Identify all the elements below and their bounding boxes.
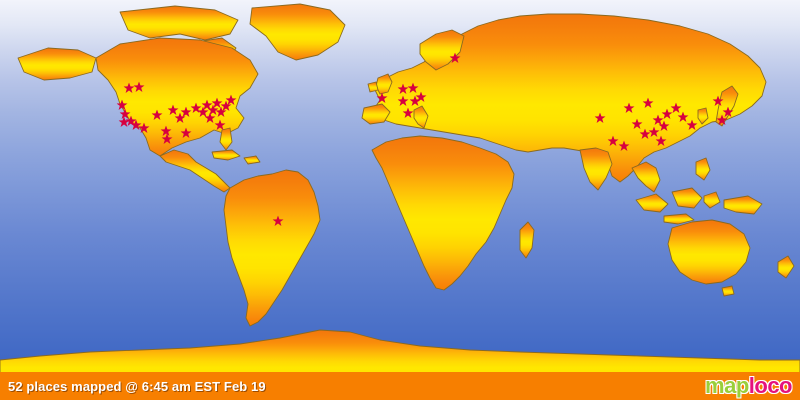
- map-marker-star[interactable]: [160, 125, 172, 136]
- map-marker-star[interactable]: [215, 106, 227, 117]
- map-marker-star[interactable]: [652, 114, 664, 125]
- map-marker-star[interactable]: [211, 97, 223, 108]
- map-marker-star[interactable]: [118, 116, 130, 127]
- landmass-australia: [667, 219, 751, 285]
- landmass-indochina: [631, 161, 661, 193]
- landmass-north-america: [95, 37, 259, 157]
- map-marker-star[interactable]: [138, 122, 150, 133]
- landmass-india: [579, 147, 613, 191]
- landmass-italy: [413, 105, 429, 129]
- landmass-sumatra: [635, 193, 669, 213]
- map-marker-star[interactable]: [607, 135, 619, 146]
- map-marker-star[interactable]: [207, 104, 219, 115]
- map-marker-star[interactable]: [722, 106, 734, 117]
- map-marker-star[interactable]: [670, 102, 682, 113]
- landmass-java: [663, 213, 695, 225]
- map-marker-star[interactable]: [623, 102, 635, 113]
- logo-text-map: map: [705, 373, 749, 398]
- map-marker-star[interactable]: [677, 111, 689, 122]
- logo-text-loco: loco: [748, 373, 793, 398]
- map-marker-star[interactable]: [397, 83, 409, 94]
- map-marker-star[interactable]: [125, 115, 137, 126]
- map-marker-star[interactable]: [180, 106, 192, 117]
- map-marker-star[interactable]: [397, 95, 409, 106]
- map-marker-star[interactable]: [631, 118, 643, 129]
- map-marker-star[interactable]: [220, 100, 232, 111]
- map-marker-star[interactable]: [119, 108, 131, 119]
- map-marker-star[interactable]: [225, 94, 237, 105]
- map-marker-star[interactable]: [123, 82, 135, 93]
- landmass-florida: [219, 127, 233, 151]
- map-marker-star[interactable]: [415, 91, 427, 102]
- map-marker-star[interactable]: [407, 82, 419, 93]
- map-marker-star[interactable]: [639, 128, 651, 139]
- map-marker-star[interactable]: [716, 114, 728, 125]
- map-marker-star[interactable]: [594, 112, 606, 123]
- landmass-iberia: [361, 103, 391, 125]
- landmass-borneo: [671, 187, 703, 209]
- landmass-tasmania: [721, 285, 735, 297]
- status-text: 52 places mapped @ 6:45 am EST Feb 19: [8, 378, 266, 394]
- map-marker-star[interactable]: [642, 97, 654, 108]
- landmass-korea: [697, 107, 709, 125]
- landmass-africa: [371, 135, 515, 291]
- map-marker-star[interactable]: [167, 104, 179, 115]
- map-marker-star[interactable]: [712, 95, 724, 106]
- landmass-madagascar: [519, 221, 535, 259]
- landmass-new-guinea: [723, 195, 763, 215]
- map-marker-star[interactable]: [161, 133, 173, 144]
- map-marker-star[interactable]: [272, 215, 284, 226]
- landmass-cuba: [211, 149, 241, 161]
- map-marker-star[interactable]: [658, 120, 670, 131]
- map-marker-star[interactable]: [116, 99, 128, 110]
- landmass-alaska: [17, 47, 97, 81]
- maploco-logo[interactable]: map loco: [705, 375, 794, 397]
- map-marker-star[interactable]: [618, 140, 630, 151]
- landmass-new-zealand: [777, 255, 795, 279]
- map-marker-star[interactable]: [686, 119, 698, 130]
- map-marker-star[interactable]: [214, 119, 226, 130]
- landmass-canadian-arctic: [119, 5, 239, 41]
- map-marker-star[interactable]: [661, 108, 673, 119]
- map-marker-star[interactable]: [402, 107, 414, 118]
- landmass-ireland: [367, 81, 379, 93]
- map-marker-star[interactable]: [409, 95, 421, 106]
- landmass-eurasia: [371, 13, 767, 183]
- map-marker-star[interactable]: [190, 102, 202, 113]
- landmass-hispaniola: [243, 155, 261, 165]
- map-marker-star[interactable]: [204, 112, 216, 123]
- map-marker-star[interactable]: [174, 112, 186, 123]
- map-marker-star[interactable]: [197, 106, 209, 117]
- map-marker-star[interactable]: [133, 81, 145, 92]
- map-marker-star[interactable]: [201, 99, 213, 110]
- landmass-greenland: [249, 3, 346, 61]
- map-marker-star[interactable]: [376, 92, 388, 103]
- landmass-sulawesi: [703, 191, 721, 209]
- map-marker-star[interactable]: [130, 119, 142, 130]
- landmass-south-america: [223, 169, 321, 327]
- map-marker-star[interactable]: [151, 109, 163, 120]
- status-bar: 52 places mapped @ 6:45 am EST Feb 19 ma…: [0, 372, 800, 400]
- map-marker-star[interactable]: [655, 135, 667, 146]
- map-marker-star[interactable]: [180, 127, 192, 138]
- map-marker-star[interactable]: [648, 126, 660, 137]
- map-marker-star[interactable]: [449, 52, 461, 63]
- landmass-philippines: [695, 157, 711, 181]
